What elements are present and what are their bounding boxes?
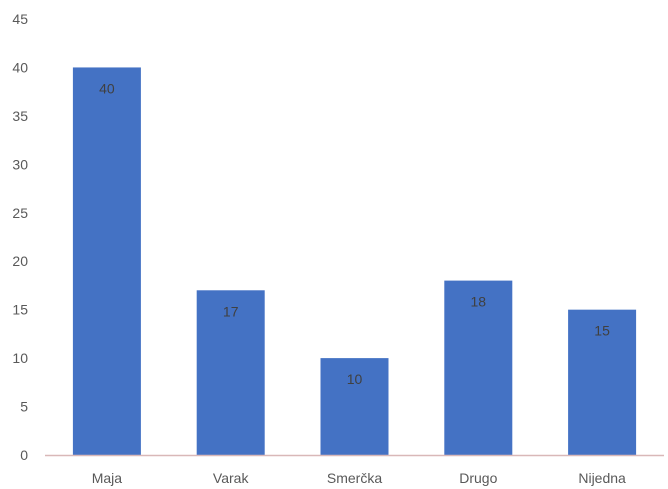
data-label: 18 — [471, 294, 487, 310]
x-axis-category-labels: Maja Varak Smerčka Drugo Nijedna — [92, 470, 626, 486]
data-label: 15 — [594, 323, 610, 339]
y-tick-label: 20 — [12, 253, 28, 269]
y-tick-label: 25 — [12, 205, 28, 221]
bar-varak — [196, 290, 265, 455]
y-tick-label: 15 — [12, 302, 28, 318]
y-tick-label: 40 — [12, 59, 28, 75]
data-labels: 40 17 10 18 15 — [99, 80, 610, 387]
y-tick-label: 5 — [20, 399, 28, 415]
y-tick-label: 0 — [20, 447, 28, 463]
bar-drugo — [444, 280, 513, 455]
y-tick-label: 45 — [12, 11, 28, 27]
x-category-label: Maja — [92, 470, 123, 486]
bar-maja — [72, 67, 141, 455]
data-label: 10 — [347, 371, 363, 387]
x-category-label: Varak — [213, 470, 250, 486]
x-category-label: Smerčka — [327, 470, 382, 486]
y-tick-label: 10 — [12, 350, 28, 366]
y-tick-label: 30 — [12, 156, 28, 172]
data-label: 40 — [99, 80, 115, 96]
bar-smerčka — [320, 358, 389, 455]
bar-series — [72, 67, 637, 455]
data-label: 17 — [223, 303, 239, 319]
x-category-label: Nijedna — [578, 470, 626, 486]
y-tick-label: 35 — [12, 108, 28, 124]
y-axis-tick-labels: 0 5 10 15 20 25 30 35 40 45 — [12, 11, 28, 463]
bar-nijedna — [568, 309, 637, 455]
x-category-label: Drugo — [459, 470, 497, 486]
